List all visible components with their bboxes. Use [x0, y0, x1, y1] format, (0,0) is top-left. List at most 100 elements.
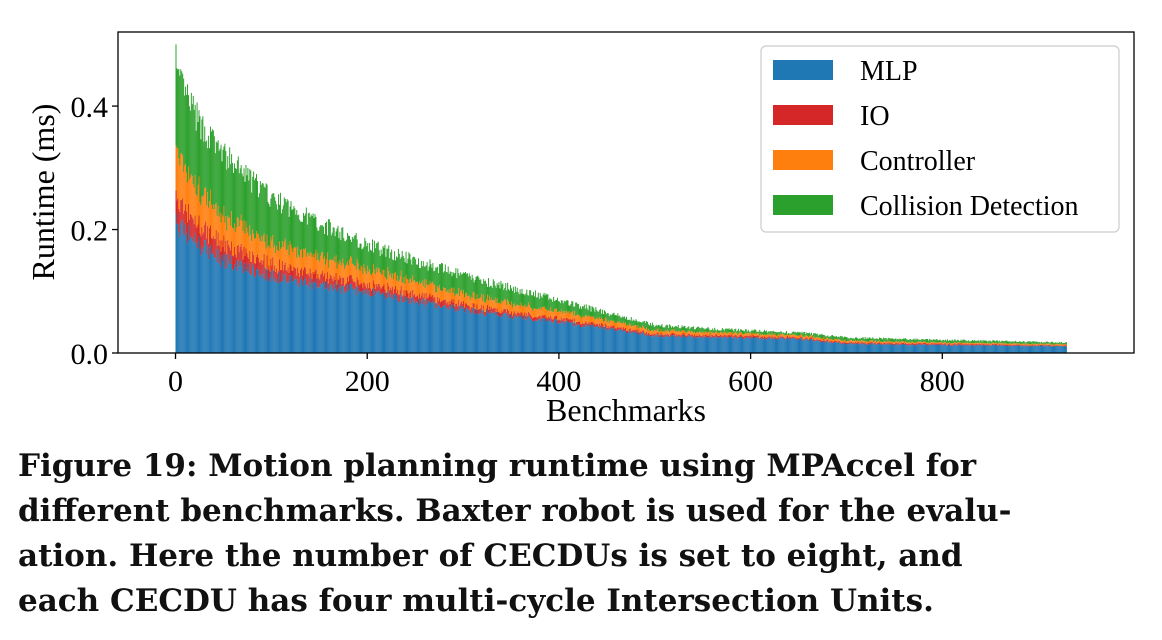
bar-segment-controller [700, 332, 702, 336]
bar-segment-mlp [892, 344, 894, 353]
bar-segment-controller [999, 343, 1001, 345]
bar-segment-controller [342, 258, 344, 278]
bar-segment-mlp [632, 331, 634, 353]
bar-segment-io [558, 319, 560, 323]
bar-segment-mlp [621, 329, 623, 353]
bar-segment-io [1017, 344, 1019, 346]
bar-segment-controller [869, 340, 871, 343]
bar-segment-controller [500, 303, 502, 314]
bar-segment-collision-detection [695, 327, 697, 333]
bar-segment-mlp [889, 344, 891, 353]
bar-segment-io [797, 338, 799, 340]
bar-segment-io [178, 208, 180, 232]
bar-segment-io [670, 334, 672, 337]
bar-segment-mlp [710, 338, 712, 353]
bar-segment-io [668, 334, 670, 337]
bar-segment-collision-detection [915, 338, 917, 343]
bar-segment-io [915, 344, 917, 346]
bar-segment-controller [917, 342, 919, 344]
bar-segment-io [468, 305, 470, 311]
bar-segment-io [260, 260, 262, 274]
bar-segment-collision-detection [637, 322, 639, 325]
bar-segment-controller [886, 341, 888, 343]
bar-segment-mlp [1048, 345, 1050, 353]
x-tick-label: 0 [168, 365, 183, 398]
bar-segment-controller [314, 253, 316, 272]
bar-segment-collision-detection [298, 214, 300, 256]
bar-segment-io [1046, 345, 1048, 347]
bar-segment-io [603, 326, 605, 330]
bar-segment-collision-detection [604, 311, 606, 318]
bar-segment-io [500, 313, 502, 318]
bar-segment-controller [823, 336, 825, 339]
bar-segment-io [233, 246, 235, 265]
bar-segment-mlp [731, 336, 733, 353]
bar-segment-mlp [944, 344, 946, 353]
bar-segment-mlp [225, 254, 227, 353]
bar-segment-controller [982, 342, 984, 344]
bar-segment-controller [272, 234, 274, 258]
bar-segment-mlp [199, 249, 201, 353]
bar-segment-collision-detection [600, 308, 602, 320]
bar-segment-controller [796, 335, 798, 339]
bar-segment-collision-detection [196, 102, 198, 196]
bar-segment-controller [562, 311, 564, 319]
bar-segment-mlp [255, 276, 257, 353]
bar-segment-io [437, 296, 439, 304]
bar-segment-controller [265, 248, 267, 270]
bar-segment-mlp [634, 332, 636, 353]
bar-segment-collision-detection [436, 267, 438, 293]
bar-segment-controller [707, 332, 709, 336]
bar-segment-controller [810, 335, 812, 338]
bar-segment-controller [634, 325, 636, 331]
bar-segment-io [732, 337, 734, 339]
bar-segment-collision-detection [609, 314, 611, 321]
bar-segment-io [750, 335, 752, 338]
bar-segment-collision-detection [616, 315, 618, 323]
bar-segment-mlp [371, 297, 373, 353]
bar-segment-collision-detection [379, 256, 381, 273]
bar-segment-controller [482, 301, 484, 311]
bar-segment-controller [1052, 344, 1054, 346]
bar-segment-mlp [966, 345, 968, 353]
bar-segment-collision-detection [291, 209, 293, 249]
bar-segment-io [418, 293, 420, 300]
bar-segment-collision-detection [1063, 343, 1065, 345]
bar-segment-io [219, 240, 221, 258]
bar-segment-io [184, 210, 186, 236]
bar-segment-controller [965, 342, 967, 344]
bar-segment-controller [418, 284, 419, 299]
bar-segment-io [645, 333, 647, 336]
bar-segment-io [543, 315, 545, 319]
bar-segment-controller [578, 314, 580, 322]
bar-segment-collision-detection [897, 338, 899, 343]
bar-segment-io [550, 315, 552, 320]
bar-segment-io [607, 326, 609, 329]
bar-segment-controller [386, 279, 388, 293]
bar-segment-collision-detection [932, 339, 934, 343]
bar-segment-io [521, 312, 523, 316]
bar-segment-io [813, 339, 815, 342]
bar-segment-controller [551, 311, 553, 319]
bar-segment-mlp [833, 343, 835, 353]
bar-segment-collision-detection [206, 140, 208, 206]
bar-segment-controller [967, 342, 969, 345]
bar-segment-collision-detection [867, 338, 869, 342]
bar-segment-io [697, 335, 699, 338]
bar-segment-collision-detection [270, 198, 272, 237]
bar-segment-mlp [584, 325, 586, 353]
bar-segment-io [190, 215, 192, 239]
bar-segment-mlp [714, 337, 716, 353]
bar-segment-collision-detection [231, 154, 233, 212]
bar-segment-controller [767, 334, 769, 337]
bar-segment-controller [526, 305, 528, 314]
bar-segment-io [761, 336, 763, 339]
bar-segment-mlp [379, 293, 381, 353]
bar-segment-mlp [778, 337, 780, 353]
bar-segment-mlp [197, 241, 199, 353]
bar-segment-collision-detection [533, 296, 535, 309]
bar-segment-io [958, 343, 960, 345]
bar-segment-io [467, 305, 469, 310]
bar-segment-controller [690, 332, 692, 336]
bar-segment-io [292, 270, 294, 282]
